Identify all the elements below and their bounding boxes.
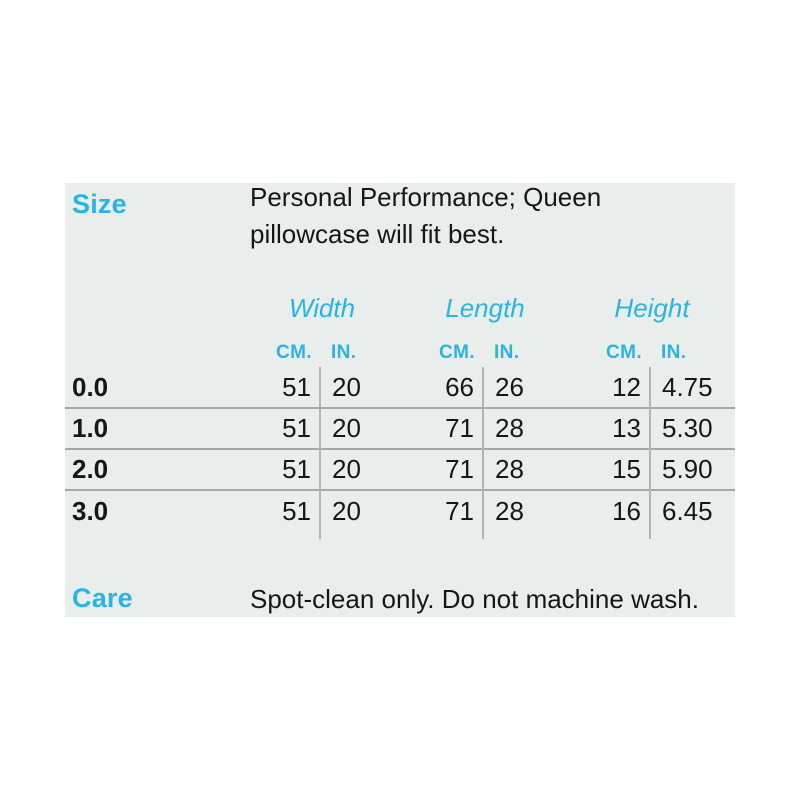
cell-height-in: 5.30 — [662, 413, 713, 443]
size-row-2: 2.0 51 20 71 28 15 5.90 — [65, 449, 735, 490]
cell-height-in: 4.75 — [662, 371, 713, 402]
dimension-group-labels: Width Length Height — [65, 293, 735, 323]
cell-width-in: 20 — [332, 454, 361, 484]
unit-header-length-in: IN. — [494, 342, 520, 363]
divider-extension-row — [65, 531, 735, 539]
units-header-row: CM. IN. CM. IN. CM. IN. — [65, 335, 735, 367]
cell-length-cm: 66 — [380, 367, 484, 408]
unit-header-height-in: IN. — [661, 342, 687, 363]
cell-length-cm: 71 — [380, 490, 484, 531]
cell-height-cm: 12 — [543, 367, 651, 408]
size-table: CM. IN. CM. IN. CM. IN. 0.0 51 20 66 26 … — [65, 335, 735, 539]
unit-header-height-cm: CM. — [605, 342, 642, 363]
cell-width-in: 20 — [332, 371, 361, 402]
cell-height-in: 5.90 — [662, 454, 713, 484]
cell-length-in: 28 — [495, 413, 524, 443]
row-label: 3.0 — [72, 495, 109, 526]
unit-header-length-cm: CM. — [438, 342, 475, 363]
cell-length-in: 28 — [495, 454, 524, 484]
row-label: 1.0 — [72, 413, 109, 443]
cell-height-cm: 16 — [543, 490, 651, 531]
units-header-spacer — [65, 335, 255, 367]
cell-width-cm: 51 — [255, 408, 321, 449]
size-row-1: 1.0 51 20 71 28 13 5.30 — [65, 408, 735, 449]
size-section-description: Personal Performance; Queen pillowcase w… — [250, 182, 602, 249]
size-chart-panel: Size Personal Performance; Queen pillowc… — [65, 182, 735, 617]
size-row-0: 0.0 51 20 66 26 12 4.75 — [65, 367, 735, 408]
cell-length-cm: 71 — [380, 408, 484, 449]
cell-width-cm: 51 — [255, 490, 321, 531]
size-section-label: Size — [72, 189, 127, 219]
unit-header-width-in: IN. — [331, 342, 357, 363]
group-label-height: Height — [614, 293, 690, 323]
cell-width-in: 20 — [332, 495, 361, 526]
group-label-width: Width — [288, 293, 356, 323]
care-section-description: Spot-clean only. Do not machine wash. — [250, 584, 699, 614]
cell-height-in: 6.45 — [662, 495, 713, 526]
cell-length-in: 28 — [495, 495, 524, 526]
cell-length-cm: 71 — [380, 449, 484, 490]
row-label: 2.0 — [72, 454, 109, 484]
cell-length-in: 26 — [495, 371, 524, 402]
row-label: 0.0 — [72, 371, 109, 402]
cell-width-cm: 51 — [255, 449, 321, 490]
size-row-3: 3.0 51 20 71 28 16 6.45 — [65, 490, 735, 531]
unit-header-width-cm: CM. — [275, 342, 312, 363]
cell-width-cm: 51 — [255, 367, 321, 408]
cell-height-cm: 15 — [543, 449, 651, 490]
cell-height-cm: 13 — [543, 408, 651, 449]
cell-width-in: 20 — [332, 413, 361, 443]
group-label-length: Length — [445, 293, 525, 323]
care-section-label: Care — [72, 583, 133, 613]
